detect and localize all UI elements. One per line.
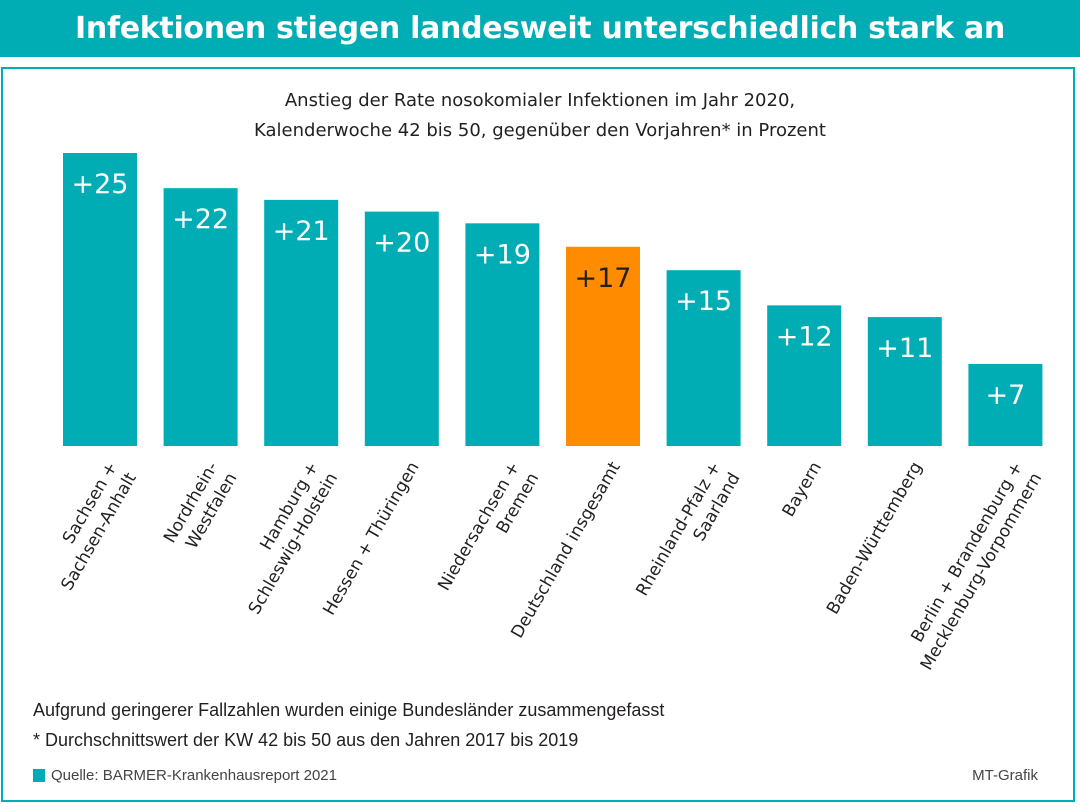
bar-2 <box>264 199 339 446</box>
category-label-4: Niedersachsen +Bremen <box>434 459 543 595</box>
bar-7 <box>767 305 842 446</box>
data-label-5: +17 <box>575 263 632 294</box>
data-label-6: +15 <box>675 286 732 317</box>
bar-3 <box>364 211 439 446</box>
category-label-1: Nordrhein-Westfalen <box>160 459 241 553</box>
category-label-8-line-0: Baden-Württemberg <box>823 459 927 618</box>
category-label-9: Berlin + Brandenburg +Mecklenburg-Vorpom… <box>907 459 1047 674</box>
data-label-7: +12 <box>776 321 833 352</box>
category-label-2: Hamburg +Schleswig-Holstein <box>245 459 342 618</box>
category-label-9-line-1: Mecklenburg-Vorpommern <box>917 470 1047 674</box>
data-label-8: +11 <box>876 333 933 364</box>
credit-text: MT-Grafik <box>972 767 1038 784</box>
category-label-0: Sachsen +Sachsen-Anhalt <box>57 459 141 594</box>
category-label-9-line-0: Berlin + Brandenburg + <box>907 459 1027 646</box>
source-line: Quelle: BARMER-Krankenhausreport 2021 <box>33 767 337 784</box>
data-label-0: +25 <box>72 169 129 200</box>
chart-headline: Infektionen stiegen landesweit unterschi… <box>0 0 1080 57</box>
data-label-3: +20 <box>373 228 430 259</box>
category-label-6: Rheinland-Pfalz +Saarland <box>632 459 744 600</box>
chart-subtitle: Anstieg der Rate nosokomialer Infektione… <box>0 86 1080 146</box>
bar-1 <box>163 188 238 446</box>
data-label-4: +19 <box>474 239 531 270</box>
category-label-7: Bayern <box>779 459 826 521</box>
headline-text: Infektionen stiegen landesweit unterschi… <box>75 11 1005 46</box>
bar-6 <box>666 270 741 446</box>
source-text: Quelle: BARMER-Krankenhausreport 2021 <box>51 767 337 784</box>
data-label-2: +21 <box>273 216 330 247</box>
source-marker-icon <box>33 769 45 782</box>
bar-4 <box>465 223 540 446</box>
note-footnote: * Durchschnittswert der KW 42 bis 50 aus… <box>33 730 579 750</box>
data-label-9: +7 <box>985 380 1025 411</box>
bar-8 <box>867 317 942 446</box>
data-label-1: +22 <box>172 204 229 235</box>
bar-0 <box>63 153 137 446</box>
category-label-8: Baden-Württemberg <box>823 459 927 618</box>
note-grouping: Aufgrund geringerer Fallzahlen wurden ei… <box>33 700 665 720</box>
category-label-7-line-0: Bayern <box>779 459 826 521</box>
subtitle-line-1: Anstieg der Rate nosokomialer Infektione… <box>284 90 796 111</box>
bar-5 <box>566 246 640 446</box>
bar-9 <box>968 363 1043 446</box>
subtitle-line-2: Kalenderwoche 42 bis 50, gegenüber den V… <box>254 120 826 141</box>
